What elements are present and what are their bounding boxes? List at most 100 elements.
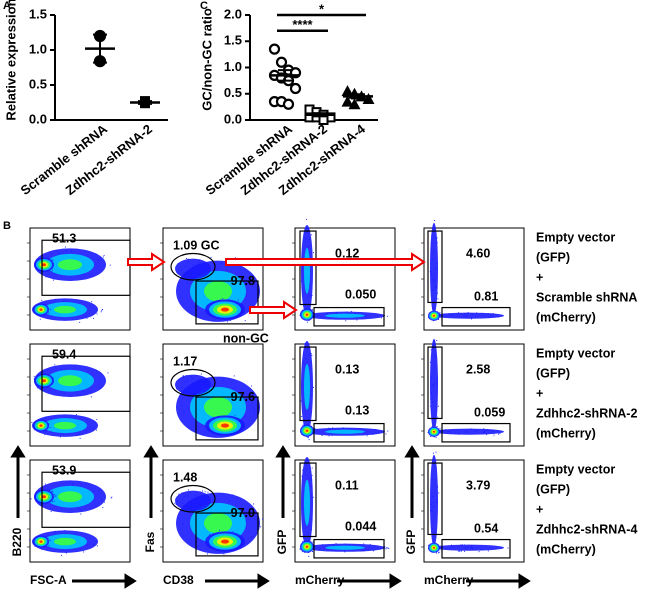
significance-label: * <box>319 1 325 16</box>
gate-label: non-GC <box>223 331 269 345</box>
event <box>111 496 113 498</box>
event <box>307 307 309 309</box>
event <box>47 488 49 490</box>
event <box>32 542 34 544</box>
flow-plot <box>27 343 131 447</box>
y-tick-label: 1.0 <box>29 41 47 56</box>
event <box>51 269 53 271</box>
event <box>431 426 433 428</box>
event <box>220 435 222 437</box>
event <box>102 308 104 310</box>
event <box>435 552 437 554</box>
flow-plot <box>421 338 525 447</box>
density <box>430 222 438 315</box>
gate-label: 0.12 <box>335 247 359 261</box>
event <box>369 543 371 545</box>
event <box>47 430 49 432</box>
gate <box>170 252 216 281</box>
event <box>438 551 440 553</box>
gate <box>441 306 511 327</box>
axis-arrow <box>337 573 402 589</box>
data-point <box>341 85 354 97</box>
event <box>79 321 81 323</box>
event <box>302 469 304 471</box>
event <box>429 361 431 363</box>
event <box>45 276 47 278</box>
event <box>44 434 46 436</box>
error-bar <box>278 69 292 82</box>
event <box>438 492 440 494</box>
event <box>301 551 303 553</box>
event <box>50 308 52 310</box>
event <box>372 550 374 552</box>
row-label: Scramble shRNA <box>536 290 637 304</box>
event <box>100 311 102 313</box>
density <box>54 421 76 430</box>
event <box>308 555 310 557</box>
event <box>310 353 312 355</box>
event <box>366 435 368 437</box>
event <box>90 396 92 398</box>
y-axis-label: Fas <box>143 531 157 552</box>
event <box>206 548 208 550</box>
event <box>478 551 480 553</box>
event <box>306 321 308 323</box>
event <box>101 309 103 311</box>
event <box>436 459 438 461</box>
event <box>33 376 35 378</box>
row-label: + <box>536 386 543 400</box>
event <box>36 387 38 389</box>
density <box>204 513 232 534</box>
event <box>38 257 40 259</box>
event <box>205 313 207 315</box>
event <box>175 504 177 506</box>
gate <box>299 230 317 306</box>
gate <box>441 538 511 559</box>
event <box>457 550 459 552</box>
data-point <box>282 98 295 110</box>
event <box>384 546 386 548</box>
event <box>311 355 313 357</box>
row-label: Empty vector <box>536 346 615 360</box>
density <box>434 428 504 435</box>
event <box>498 433 500 435</box>
event <box>432 452 434 454</box>
event <box>486 434 488 436</box>
density <box>432 430 436 433</box>
event <box>251 385 253 387</box>
flow-plot <box>292 340 396 447</box>
gate-label: 1.17 <box>173 355 197 369</box>
error-bar <box>138 100 152 105</box>
event <box>246 306 248 308</box>
event <box>308 439 310 441</box>
event <box>311 475 313 477</box>
gate <box>195 280 259 325</box>
density <box>434 312 504 319</box>
event <box>310 308 312 310</box>
event <box>96 313 98 315</box>
axis-arrow <box>72 573 137 589</box>
density <box>430 454 438 547</box>
event <box>174 502 176 504</box>
event <box>229 320 231 322</box>
event <box>59 436 61 438</box>
event <box>204 491 206 493</box>
density <box>305 313 309 316</box>
event <box>29 385 31 387</box>
event <box>458 312 460 314</box>
gate-label: 59.4 <box>52 347 76 361</box>
event <box>328 435 330 437</box>
gate-label: 0.044 <box>345 519 376 533</box>
density <box>305 545 309 548</box>
event <box>487 550 489 552</box>
axis-arrow <box>143 445 159 518</box>
event <box>65 552 67 554</box>
gate-label: 0.050 <box>345 287 376 301</box>
event <box>222 298 224 300</box>
event <box>205 431 207 433</box>
gate <box>299 462 317 538</box>
density <box>39 308 43 311</box>
event <box>50 511 52 513</box>
event <box>387 430 389 432</box>
axis-arrow <box>466 573 531 589</box>
